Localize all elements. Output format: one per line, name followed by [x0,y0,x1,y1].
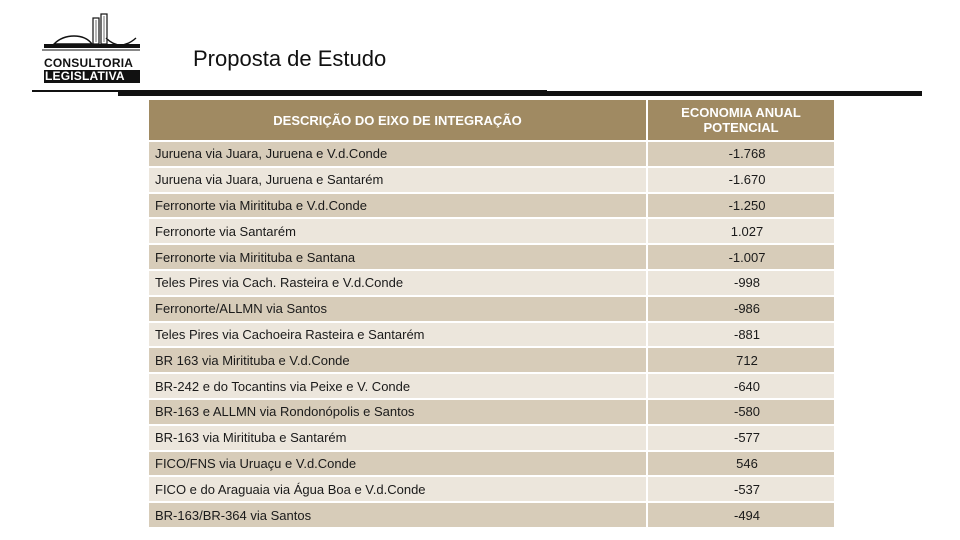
cell-annual-savings: -1.250 [647,191,834,219]
table-row: BR-163/BR-364 via Santos -494 [149,501,834,527]
table-row: Ferronorte/ALLMN via Santos -986 [149,294,834,322]
table-row: Teles Pires via Cach. Rasteira e V.d.Con… [149,268,834,296]
cell-annual-savings: 1.027 [647,217,834,245]
cell-annual-savings: -986 [647,294,834,322]
cell-description: Teles Pires via Cach. Rasteira e V.d.Con… [149,268,648,296]
table-row: BR 163 via Miritituba e V.d.Conde 712 [149,346,834,374]
cell-description: BR 163 via Miritituba e V.d.Conde [149,346,648,374]
table-row: BR-163 via Miritituba e Santarém -577 [149,423,834,451]
header-divider-thick [118,91,922,96]
column-header-description: DESCRIÇÃO DO EIXO DE INTEGRAÇÃO [149,100,648,141]
table-header-row: DESCRIÇÃO DO EIXO DE INTEGRAÇÃO ECONOMIA… [149,100,834,141]
cell-annual-savings: -494 [647,501,834,527]
congress-building-icon [42,13,140,51]
cell-description: FICO/FNS via Uruaçu e V.d.Conde [149,449,648,477]
logo-text-consultoria: CONSULTORIA [44,56,134,70]
cell-annual-savings: -580 [647,397,834,425]
cell-description: BR-163 via Miritituba e Santarém [149,423,648,451]
cell-annual-savings: -1.768 [647,140,834,167]
cell-description: BR-163/BR-364 via Santos [149,501,648,527]
table-row: BR-242 e do Tocantins via Peixe e V. Con… [149,372,834,399]
cell-description: BR-242 e do Tocantins via Peixe e V. Con… [149,372,648,399]
cell-annual-savings: 546 [647,449,834,477]
integration-axis-table: DESCRIÇÃO DO EIXO DE INTEGRAÇÃO ECONOMIA… [149,100,834,527]
cell-annual-savings: -1.007 [647,243,834,270]
cell-description: BR-163 e ALLMN via Rondonópolis e Santos [149,397,648,425]
cell-annual-savings: 712 [647,346,834,374]
cell-annual-savings: -881 [647,320,834,348]
table-row: Ferronorte via Miritituba e Santana -1.00… [149,243,834,270]
cell-description: Ferronorte via Miritituba e Santana [149,243,648,270]
cell-description: FICO e do Araguaia via Água Boa e V.d.Co… [149,475,648,503]
column-header-annual-savings: ECONOMIA ANUAL POTENCIAL [647,100,834,141]
logo-text-legislativa: LEGISLATIVA [44,70,140,83]
cell-annual-savings: -998 [647,268,834,296]
cell-annual-savings: -1.670 [647,165,834,193]
table-row: FICO/FNS via Uruaçu e V.d.Conde 546 [149,449,834,477]
cell-annual-savings: -577 [647,423,834,451]
cell-description: Ferronorte via Miritituba e V.d.Conde [149,191,648,219]
table-body: Juruena via Juara, Juruena e V.d.Conde -1… [149,140,834,527]
cell-description: Teles Pires via Cachoeira Rasteira e San… [149,320,648,348]
cell-annual-savings: -537 [647,475,834,503]
cell-annual-savings: -640 [647,372,834,399]
table-row: Ferronorte via Miritituba e V.d.Conde -1.… [149,191,834,219]
table-row: Ferronorte via Santarém 1.027 [149,217,834,245]
cell-description: Ferronorte/ALLMN via Santos [149,294,648,322]
page-title: Proposta de Estudo [193,46,387,71]
table-row: FICO e do Araguaia via Água Boa e V.d.Co… [149,475,834,503]
consultoria-legislativa-logo: CONSULTORIA LEGISLATIVA [40,12,144,88]
table-row: BR-163 e ALLMN via Rondonópolis e Santos… [149,397,834,425]
cell-description: Juruena via Juara, Juruena e V.d.Conde [149,140,648,167]
cell-description: Juruena via Juara, Juruena e Santarém [149,165,648,193]
table-row: Juruena via Juara, Juruena e V.d.Conde -1… [149,140,834,167]
cell-description: Ferronorte via Santarém [149,217,648,245]
table-row: Teles Pires via Cachoeira Rasteira e San… [149,320,834,348]
table-row: Juruena via Juara, Juruena e Santarém -1.… [149,165,834,193]
